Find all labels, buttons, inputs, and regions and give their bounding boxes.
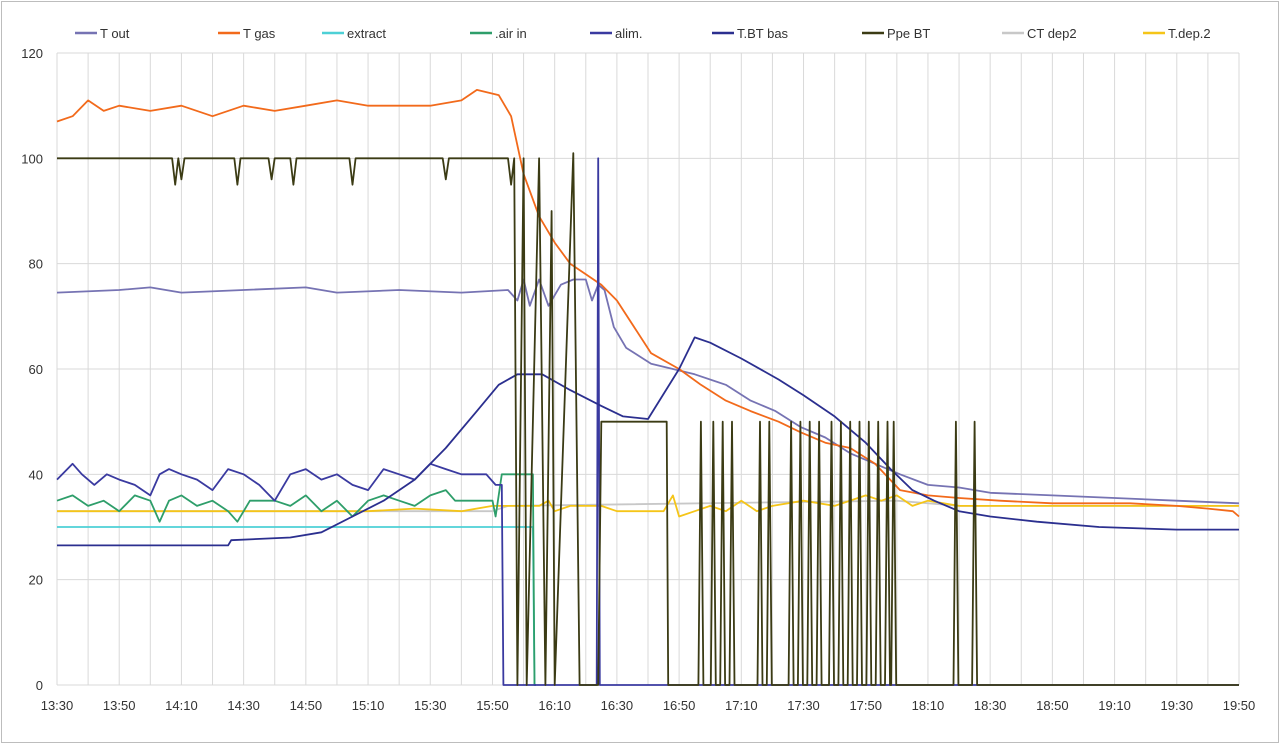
legend-item[interactable]: alim. [590,26,642,41]
x-axis: 13:30 13:50 14:10 14:30 14:50 15:10 15:30 15:50… [41,698,1256,713]
x-tick-label: 15:10 [352,698,385,713]
x-tick-label: 18:10 [912,698,945,713]
x-tick-label: 14:10 [165,698,198,713]
legend-item[interactable]: T.BT bas [712,26,789,41]
y-tick-label: 100 [21,151,43,166]
x-tick-label: 15:50 [476,698,509,713]
series-line-t-out [56,278,1240,505]
series-line-ppe-bt [57,152,1239,686]
legend-label: .air in [495,26,527,41]
series-line--air-in [56,473,536,686]
legend-item[interactable]: T.dep.2 [1143,26,1211,41]
legend-label: T.dep.2 [1168,26,1211,41]
grid [56,52,1240,686]
y-axis: 0 20 40 60 80 100 120 [21,46,43,693]
legend-label: Ppe BT [887,26,930,41]
series-line-t-bt-bas [57,336,1239,547]
x-tick-label: 16:30 [601,698,634,713]
x-tick-label: 18:50 [1036,698,1069,713]
x-tick-label: 13:30 [41,698,74,713]
x-tick-label: 19:10 [1098,698,1131,713]
x-tick-label: 19:50 [1223,698,1256,713]
y-tick-label: 60 [29,362,43,377]
y-tick-label: 120 [21,46,43,61]
x-tick-label: 18:30 [974,698,1007,713]
x-tick-label: 16:50 [663,698,696,713]
series-line-t-gas [56,89,1240,518]
legend-label: alim. [615,26,642,41]
y-tick-label: 20 [29,573,43,588]
legend-item[interactable]: extract [322,26,386,41]
x-tick-label: 17:30 [787,698,820,713]
series-line-extract [57,526,536,686]
legend-label: CT dep2 [1027,26,1077,41]
x-tick-label: 17:10 [725,698,758,713]
series-lines [56,89,1240,686]
x-tick-label: 17:50 [849,698,882,713]
y-tick-label: 0 [36,678,43,693]
x-tick-label: 15:30 [414,698,447,713]
x-tick-label: 13:50 [103,698,136,713]
legend-label: T.BT bas [737,26,789,41]
legend-item[interactable]: .air in [470,26,527,41]
legend-item[interactable]: T gas [218,26,276,41]
x-tick-label: 14:30 [227,698,260,713]
y-tick-label: 80 [29,257,43,272]
y-tick-label: 40 [29,467,43,482]
legend-label: T out [100,26,130,41]
legend-item[interactable]: T out [75,26,130,41]
legend: T out T gas extract .air in alim. T.BT bas Ppe… [75,26,1211,41]
x-tick-label: 19:30 [1161,698,1194,713]
legend-item[interactable]: Ppe BT [862,26,930,41]
legend-item[interactable]: CT dep2 [1002,26,1077,41]
legend-label: T gas [243,26,276,41]
series-line-alim- [56,157,1239,686]
legend-label: extract [347,26,386,41]
x-tick-label: 14:50 [290,698,323,713]
x-tick-label: 16:10 [538,698,571,713]
